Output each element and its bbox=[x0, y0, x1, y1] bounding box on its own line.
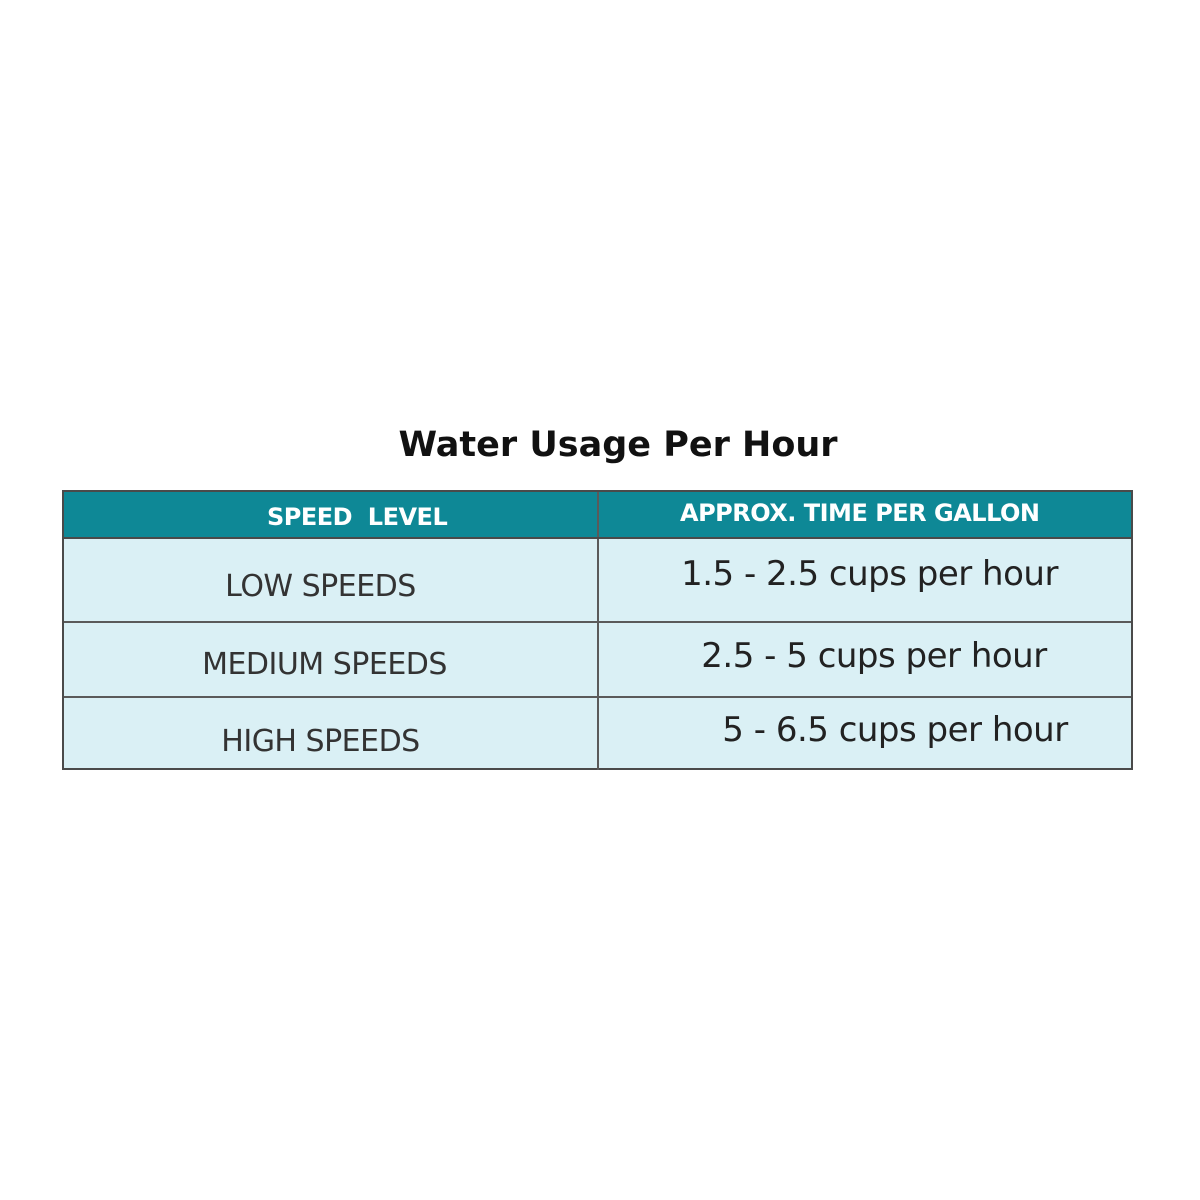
time-per-gallon-cell: 2.5 - 5 cups per hour bbox=[701, 636, 1047, 676]
speed-level-cell: HIGH SPEEDS bbox=[64, 698, 599, 770]
page-title: Water Usage Per Hour bbox=[398, 425, 838, 465]
table-row: LOW SPEEDS 1.5 - 2.5 cups per hour bbox=[64, 539, 1131, 623]
header-time-per-gallon: APPROX. TIME PER GALLON bbox=[680, 498, 1040, 527]
time-per-gallon-cell: 1.5 - 2.5 cups per hour bbox=[681, 554, 1058, 594]
water-usage-table: SPEED LEVEL APPROX. TIME PER GALLON LOW … bbox=[62, 490, 1133, 770]
speed-level-cell: MEDIUM SPEEDS bbox=[64, 623, 599, 696]
time-per-gallon-cell: 5 - 6.5 cups per hour bbox=[722, 710, 1068, 750]
table-header-row: SPEED LEVEL APPROX. TIME PER GALLON bbox=[64, 492, 1131, 539]
table-row: MEDIUM SPEEDS 2.5 - 5 cups per hour bbox=[64, 623, 1131, 698]
speed-level-cell: LOW SPEEDS bbox=[64, 539, 599, 621]
table-row: HIGH SPEEDS 5 - 6.5 cups per hour bbox=[64, 698, 1131, 770]
header-speed-level: SPEED LEVEL bbox=[64, 492, 599, 537]
